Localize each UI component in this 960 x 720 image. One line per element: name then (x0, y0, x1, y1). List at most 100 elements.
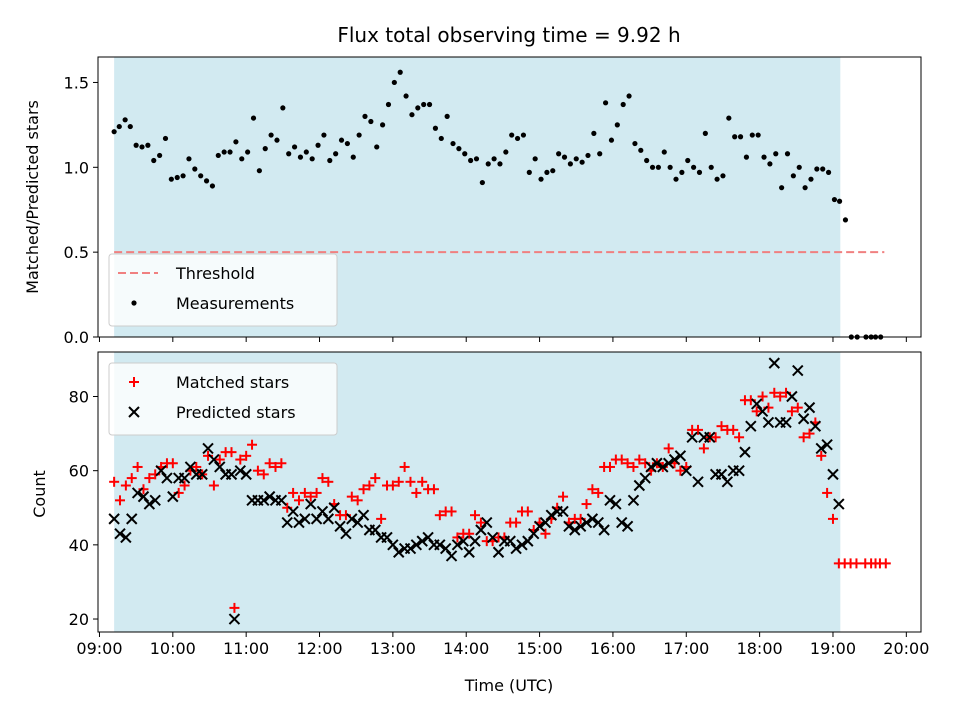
data-point (381, 531, 393, 544)
data-point (380, 122, 386, 128)
data-point (126, 513, 138, 525)
data-point (680, 464, 692, 477)
x-b (616, 516, 628, 529)
x-b (621, 520, 634, 533)
data-point (825, 169, 832, 175)
x-b (627, 494, 640, 507)
x-b (404, 542, 417, 555)
data-point (161, 472, 173, 484)
data-point (405, 476, 416, 487)
x-b (439, 542, 452, 555)
data-point (704, 431, 716, 444)
data-point (357, 509, 370, 521)
data-point (516, 539, 528, 551)
x-b (510, 542, 522, 555)
data-point (334, 520, 346, 533)
x-tick-label: 19:00 (810, 639, 856, 658)
data-point (391, 79, 397, 86)
y-tick-label: 0.0 (64, 328, 89, 347)
data-point (833, 498, 845, 510)
data-point (208, 453, 220, 466)
legend-box (108, 362, 338, 436)
data-point (252, 465, 263, 476)
data-point (462, 151, 468, 157)
data-point (410, 539, 423, 551)
data-point (739, 446, 751, 458)
data-point (526, 169, 532, 175)
data-point (597, 151, 603, 157)
data-point (131, 487, 144, 499)
data-point (539, 516, 552, 529)
data-point (208, 480, 219, 491)
x-b (340, 528, 352, 540)
data-point (790, 173, 796, 179)
data-point (804, 428, 815, 439)
data-point (132, 461, 143, 472)
data-point (139, 144, 145, 150)
data-point (346, 513, 358, 525)
x-b (833, 498, 845, 510)
x-b (786, 390, 798, 403)
x-b (322, 513, 335, 525)
x-b (533, 520, 546, 533)
data-point (798, 432, 809, 443)
data-point (533, 520, 546, 533)
data-point (346, 491, 357, 502)
data-point (608, 137, 615, 143)
data-point (693, 424, 704, 435)
data-point (773, 151, 779, 157)
data-point (316, 505, 329, 518)
x-b (522, 535, 534, 547)
x-b (381, 531, 393, 544)
x-b (281, 516, 293, 529)
data-point (598, 524, 610, 536)
data-point (645, 461, 657, 473)
data-point (714, 176, 720, 182)
data-point (426, 101, 433, 108)
data-point (287, 505, 299, 518)
data-point (486, 531, 499, 544)
data-point (352, 495, 363, 506)
data-point (464, 528, 475, 539)
x-b (768, 357, 781, 369)
data-point (364, 480, 375, 491)
data-point (563, 520, 575, 533)
data-point (639, 472, 651, 484)
data-point (750, 398, 763, 410)
x-b (114, 528, 126, 540)
data-point (186, 156, 192, 162)
x-b (586, 513, 599, 525)
data-point (421, 101, 427, 108)
x-b (639, 472, 651, 484)
data-point (115, 495, 126, 506)
data-point (126, 473, 137, 484)
x-b (539, 516, 552, 529)
data-point (803, 401, 816, 414)
data-point (310, 513, 323, 525)
data-point (715, 468, 728, 481)
data-point (621, 520, 634, 533)
data-point (446, 506, 457, 517)
data-point (196, 468, 208, 481)
y-tick-label: 40 (69, 536, 89, 555)
data-point (109, 476, 120, 487)
data-point (120, 480, 131, 491)
x-b (569, 524, 581, 536)
x-b (803, 401, 816, 414)
data-point (281, 516, 293, 529)
data-point (550, 168, 556, 174)
data-point (143, 498, 156, 510)
data-point (127, 123, 133, 130)
x-b (457, 535, 469, 547)
data-point (149, 494, 161, 507)
data-point (393, 476, 404, 487)
x-b (178, 472, 191, 484)
data-point (622, 458, 633, 469)
x-b (486, 531, 499, 544)
data-point (768, 357, 781, 369)
legend-label: Measurements (176, 294, 294, 313)
data-point (662, 457, 675, 469)
data-point (387, 480, 398, 491)
data-point (510, 542, 522, 555)
data-point (585, 152, 591, 159)
